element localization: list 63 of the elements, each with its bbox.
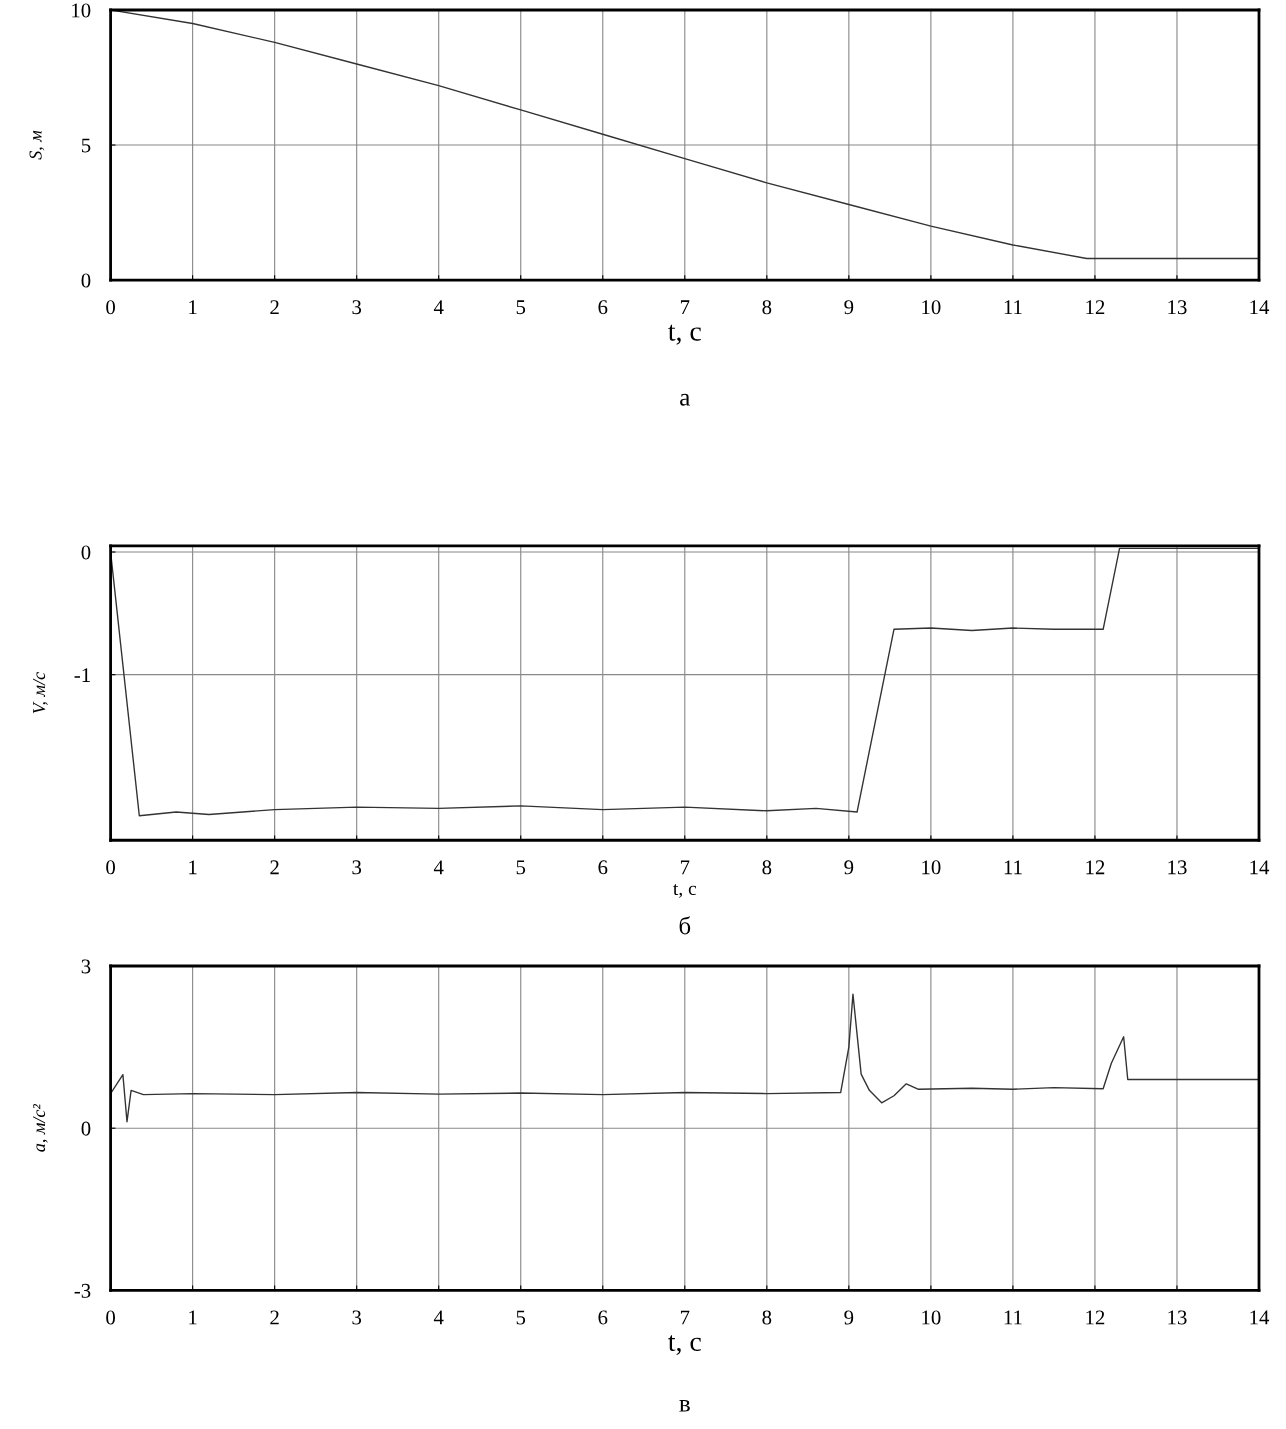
x-tick-label: 5 [516,300,526,315]
x-axis-title: t, с [668,324,701,345]
x-tick-label: 4 [433,860,444,875]
text: а [680,393,690,406]
x-tick-label: 2 [270,300,279,314]
x-tick-label: 14 [1250,1310,1270,1325]
y-axis-title: V, м/с [33,672,48,714]
x-tick-label: 8 [762,860,772,875]
x-tick-label: 13 [1168,300,1187,315]
y-tick-label: 0 [81,273,91,288]
x-tick-label: 2 [270,860,279,875]
x-tick-label: 2 [270,1310,279,1325]
x-tick-label: 7 [680,1310,690,1325]
x-tick-label: 6 [598,1310,608,1325]
x-tick-label: 5 [516,860,526,875]
y-tick-label: -1 [74,668,90,682]
x-tick-label: 10 [922,300,941,315]
x-tick-label: 7 [680,300,690,314]
x-tick-label: 9 [844,860,854,875]
x-tick-label: 12 [1086,300,1105,314]
x-tick-label: 4 [433,1310,444,1325]
x-tick-label: 4 [433,300,444,314]
x-tick-label: 11 [1004,860,1022,875]
x-tick-label: 12 [1086,1310,1105,1325]
line-series [110,993,1259,1123]
x-tick-label: 13 [1168,860,1187,875]
x-tick-label: 0 [106,300,116,315]
y-tick-label: 5 [81,138,91,153]
y-tick-label: 0 [81,1121,91,1136]
x-tick-label: 0 [106,1310,116,1325]
y-tick-label: 10 [72,3,91,18]
x-tick-label: 9 [844,1310,854,1325]
y-tick-label: -3 [74,1283,91,1298]
x-tick-label: 13 [1168,1310,1187,1325]
x-tick-label: 9 [844,300,854,315]
x-tick-label: 12 [1086,860,1105,875]
x-tick-label: 0 [106,860,116,875]
x-tick-label: 1 [189,860,197,875]
x-tick-label: 11 [1004,1310,1022,1325]
x-tick-label: 3 [352,1310,362,1325]
text: в [679,1400,690,1412]
x-axis-title: t, с [673,883,697,898]
x-tick-label: 1 [189,1310,197,1325]
y-tick-label: 0 [81,545,91,560]
x-tick-label: 8 [762,300,772,315]
y-tick-label: 3 [81,959,91,974]
x-tick-label: 7 [680,860,690,875]
x-tick-label: 3 [352,300,362,315]
x-tick-label: 11 [1004,300,1022,314]
x-tick-label: 14 [1250,860,1270,875]
x-axis-title: t, с [668,1335,701,1356]
x-tick-label: 5 [516,1310,526,1325]
x-tick-label: 1 [189,300,197,314]
text: б [679,916,691,935]
x-tick-label: 10 [922,1310,941,1325]
y-axis-title: S, м [29,130,45,160]
x-tick-label: 6 [598,300,608,315]
x-tick-label: 14 [1250,300,1270,314]
x-tick-label: 6 [598,860,608,875]
y-axis-title: a, м/с² [33,1103,48,1152]
x-tick-label: 10 [922,860,941,875]
x-tick-label: 8 [762,1310,772,1325]
x-tick-label: 3 [352,860,362,875]
